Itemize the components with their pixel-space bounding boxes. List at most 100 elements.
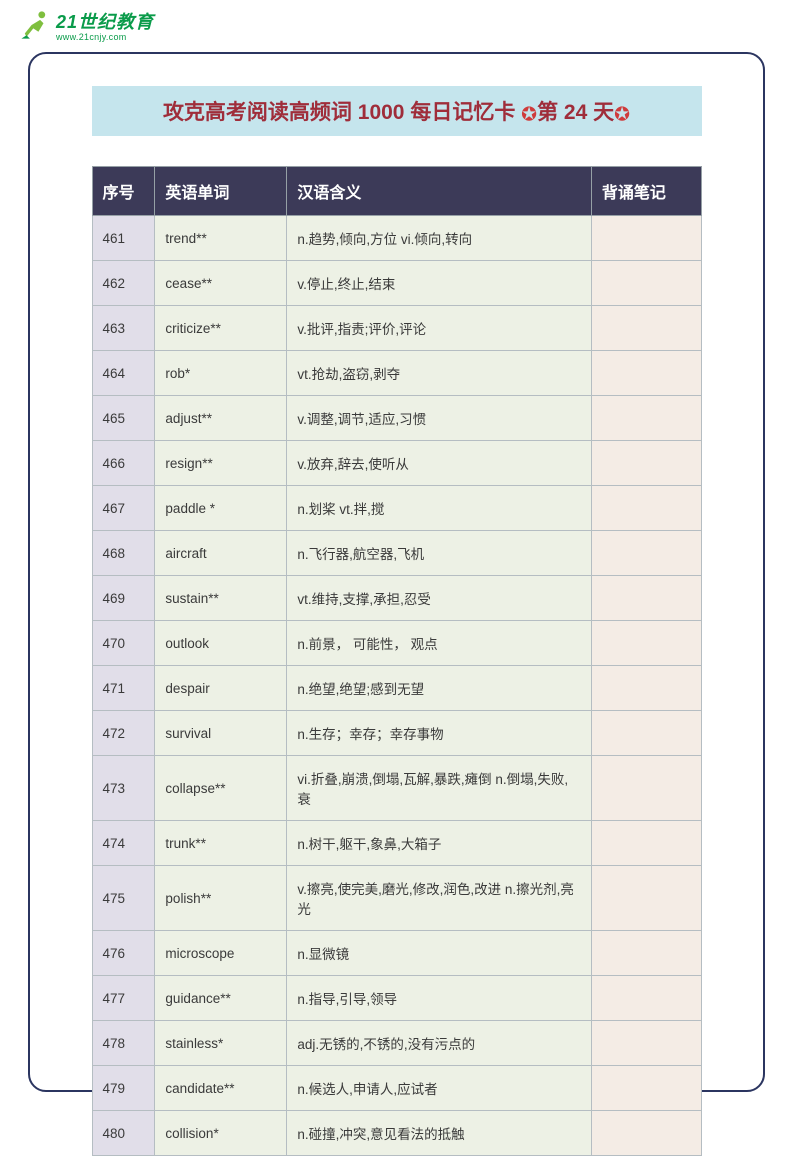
- table-row: 479candidate**n.候选人,申请人,应试者: [92, 1066, 701, 1111]
- cell-num: 469: [92, 576, 155, 621]
- table-row: 461trend**n.趋势,倾向,方位 vi.倾向,转向: [92, 216, 701, 261]
- cell-note: [591, 486, 701, 531]
- cell-word: resign**: [155, 441, 287, 486]
- cell-meaning: adj.无锈的,不锈的,没有污点的: [287, 1021, 592, 1066]
- cell-num: 479: [92, 1066, 155, 1111]
- table-row: 465adjust**v.调整,调节,适应,习惯: [92, 396, 701, 441]
- cell-note: [591, 756, 701, 821]
- col-header-word: 英语单词: [155, 167, 287, 216]
- title-day: 第 24 天: [537, 101, 614, 124]
- cell-note: [591, 711, 701, 756]
- cell-word: adjust**: [155, 396, 287, 441]
- cell-word: rob*: [155, 351, 287, 396]
- table-row: 462cease**v.停止,终止,结束: [92, 261, 701, 306]
- cell-num: 461: [92, 216, 155, 261]
- table-row: 467paddle *n.划桨 vt.拌,搅: [92, 486, 701, 531]
- cell-note: [591, 261, 701, 306]
- cell-meaning: n.显微镜: [287, 931, 592, 976]
- cell-meaning: n.绝望,绝望;感到无望: [287, 666, 592, 711]
- cell-note: [591, 821, 701, 866]
- cell-note: [591, 1021, 701, 1066]
- cell-meaning: n.碰撞,冲突,意见看法的抵触: [287, 1111, 592, 1156]
- table-row: 474trunk**n.树干,躯干,象鼻,大箱子: [92, 821, 701, 866]
- cell-word: collision*: [155, 1111, 287, 1156]
- cell-meaning: n.飞行器,航空器,飞机: [287, 531, 592, 576]
- cell-word: sustain**: [155, 576, 287, 621]
- col-header-note: 背诵笔记: [591, 167, 701, 216]
- runner-icon: [18, 8, 52, 42]
- cell-num: 467: [92, 486, 155, 531]
- cell-meaning: n.趋势,倾向,方位 vi.倾向,转向: [287, 216, 592, 261]
- cell-note: [591, 396, 701, 441]
- table-row: 473collapse**vi.折叠,崩溃,倒塌,瓦解,暴跌,瘫倒 n.倒塌,失…: [92, 756, 701, 821]
- cell-word: guidance**: [155, 976, 287, 1021]
- cell-word: survival: [155, 711, 287, 756]
- cell-num: 462: [92, 261, 155, 306]
- cell-meaning: n.指导,引导,领导: [287, 976, 592, 1021]
- cell-num: 476: [92, 931, 155, 976]
- cell-meaning: n.前景， 可能性， 观点: [287, 621, 592, 666]
- cell-num: 475: [92, 866, 155, 931]
- cell-word: candidate**: [155, 1066, 287, 1111]
- star-icon: ✪: [521, 104, 537, 125]
- cell-note: [591, 866, 701, 931]
- cell-word: trend**: [155, 216, 287, 261]
- cell-meaning: v.放弃,辞去,使听从: [287, 441, 592, 486]
- table-row: 477guidance**n.指导,引导,领导: [92, 976, 701, 1021]
- cell-num: 463: [92, 306, 155, 351]
- cell-note: [591, 976, 701, 1021]
- cell-word: stainless*: [155, 1021, 287, 1066]
- col-header-num: 序号: [92, 167, 155, 216]
- cell-word: collapse**: [155, 756, 287, 821]
- vocab-table: 序号 英语单词 汉语含义 背诵笔记 461trend**n.趋势,倾向,方位 v…: [92, 166, 702, 1156]
- cell-note: [591, 306, 701, 351]
- title-bar: 攻克高考阅读高频词 1000 每日记忆卡 ✪第 24 天✪: [92, 86, 702, 136]
- title-main: 攻克高考阅读高频词 1000 每日记忆卡: [163, 101, 521, 124]
- table-row: 478stainless*adj.无锈的,不锈的,没有污点的: [92, 1021, 701, 1066]
- cell-num: 473: [92, 756, 155, 821]
- table-header-row: 序号 英语单词 汉语含义 背诵笔记: [92, 167, 701, 216]
- table-row: 469sustain**vt.维持,支撑,承担,忍受: [92, 576, 701, 621]
- table-row: 463criticize**v.批评,指责;评价,评论: [92, 306, 701, 351]
- cell-num: 477: [92, 976, 155, 1021]
- cell-meaning: n.树干,躯干,象鼻,大箱子: [287, 821, 592, 866]
- cell-num: 474: [92, 821, 155, 866]
- cell-meaning: vt.维持,支撑,承担,忍受: [287, 576, 592, 621]
- cell-num: 470: [92, 621, 155, 666]
- cell-note: [591, 621, 701, 666]
- cell-word: trunk**: [155, 821, 287, 866]
- cell-note: [591, 216, 701, 261]
- cell-word: criticize**: [155, 306, 287, 351]
- table-row: 472survivaln.生存；幸存；幸存事物: [92, 711, 701, 756]
- star-icon: ✪: [614, 104, 630, 125]
- logo-text-cn: 21世纪教育: [56, 12, 154, 32]
- cell-num: 466: [92, 441, 155, 486]
- cell-meaning: v.擦亮,使完美,磨光,修改,润色,改进 n.擦光剂,亮光: [287, 866, 592, 931]
- cell-num: 471: [92, 666, 155, 711]
- cell-meaning: v.调整,调节,适应,习惯: [287, 396, 592, 441]
- table-row: 466resign**v.放弃,辞去,使听从: [92, 441, 701, 486]
- cell-meaning: n.划桨 vt.拌,搅: [287, 486, 592, 531]
- cell-meaning: v.批评,指责;评价,评论: [287, 306, 592, 351]
- cell-num: 472: [92, 711, 155, 756]
- cell-note: [591, 576, 701, 621]
- cell-word: despair: [155, 666, 287, 711]
- cell-word: cease**: [155, 261, 287, 306]
- table-row: 476microscopen.显微镜: [92, 931, 701, 976]
- cell-note: [591, 931, 701, 976]
- cell-word: outlook: [155, 621, 287, 666]
- table-row: 464rob*vt.抢劫,盗窃,剥夺: [92, 351, 701, 396]
- table-row: 471despairn.绝望,绝望;感到无望: [92, 666, 701, 711]
- logo-text-en: www.21cnjy.com: [56, 32, 154, 42]
- cell-note: [591, 1066, 701, 1111]
- table-row: 475polish**v.擦亮,使完美,磨光,修改,润色,改进 n.擦光剂,亮光: [92, 866, 701, 931]
- cell-meaning: v.停止,终止,结束: [287, 261, 592, 306]
- cell-meaning: vi.折叠,崩溃,倒塌,瓦解,暴跌,瘫倒 n.倒塌,失败,衰: [287, 756, 592, 821]
- cell-word: polish**: [155, 866, 287, 931]
- cell-num: 480: [92, 1111, 155, 1156]
- cell-note: [591, 531, 701, 576]
- cell-word: microscope: [155, 931, 287, 976]
- table-row: 470outlookn.前景， 可能性， 观点: [92, 621, 701, 666]
- logo: 21世纪教育 www.21cnjy.com: [18, 8, 154, 42]
- cell-word: aircraft: [155, 531, 287, 576]
